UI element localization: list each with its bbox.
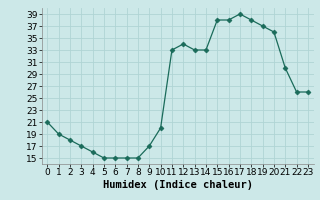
X-axis label: Humidex (Indice chaleur): Humidex (Indice chaleur) bbox=[103, 180, 252, 190]
